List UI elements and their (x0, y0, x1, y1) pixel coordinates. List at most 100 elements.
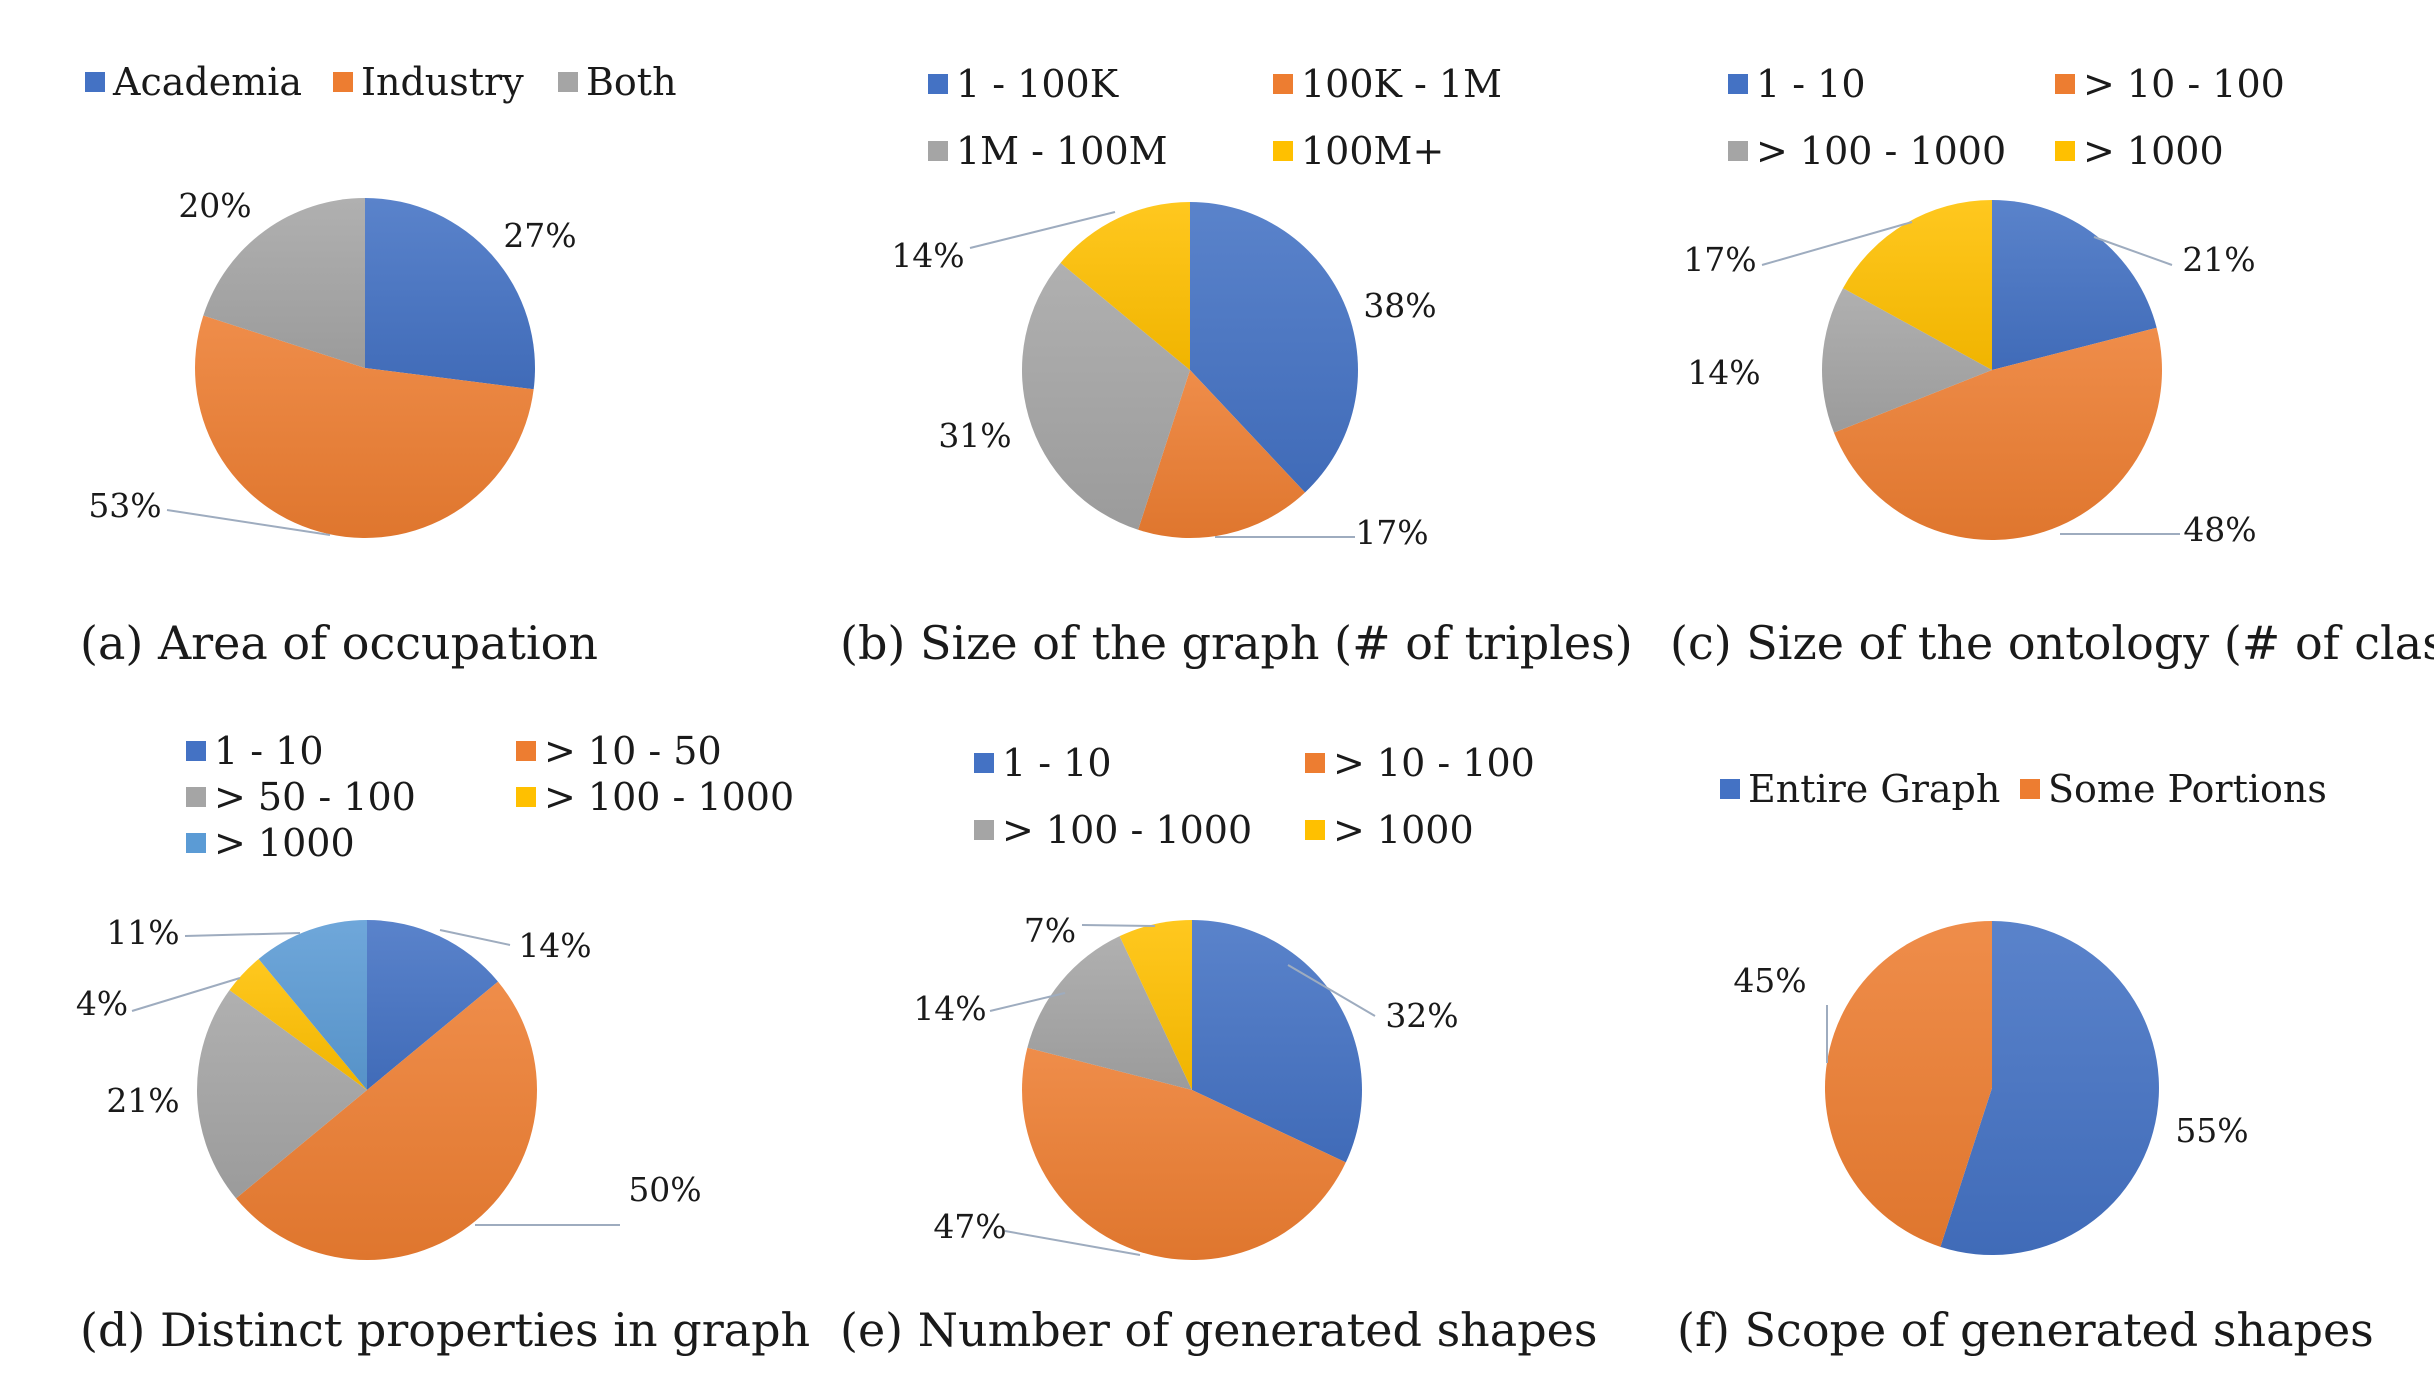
legend-item-some-portions: Some Portions (2020, 767, 2327, 811)
legend-swatch-orange (1273, 74, 1293, 94)
data-label: 14% (913, 989, 986, 1028)
legend-item-industry: Industry (333, 60, 524, 104)
legend-swatch-gray (186, 787, 206, 807)
leader-line (131, 977, 241, 1012)
data-label: 7% (1024, 911, 1076, 950)
leader-line (1287, 964, 1376, 1017)
pie-slice-academia (365, 198, 536, 390)
data-label: 45% (1733, 961, 1806, 1000)
legend-item-1-10: 1 - 10 (1728, 62, 1866, 106)
pie-slice-entire-graph (1940, 921, 2159, 1255)
pie-chart-b: 38% 17% 31% 14% (891, 202, 1437, 552)
legend-item-both: Both (558, 60, 677, 104)
data-label: 14% (518, 926, 591, 965)
legend-label: > 50 - 100 (214, 775, 416, 819)
data-label: 17% (1355, 513, 1428, 552)
legend-label: 1M - 100M (956, 129, 1168, 173)
data-label: 14% (1687, 353, 1760, 392)
data-label: 21% (2182, 240, 2255, 279)
legend-swatch-orange (2055, 74, 2075, 94)
chart-panel-b: 1 - 100K 100K - 1M 1M - 100M 100M+ 38% 17… (810, 0, 1633, 693)
legend-item-over-1000: > 1000 (1305, 808, 1474, 852)
legend-label: Both (586, 60, 677, 104)
legend-swatch-blue (974, 753, 994, 773)
chart-panel-d: 1 - 10 > 10 - 50 > 50 - 100 > 100 - 1000… (0, 693, 810, 1386)
pie-chart-a: 27% 53% 20% (88, 186, 577, 538)
legend-label: Academia (113, 60, 303, 104)
data-label: 38% (1363, 286, 1436, 325)
legend-item-over-1000: > 1000 (2055, 129, 2224, 173)
pie-slice-1-10 (1192, 920, 1362, 1163)
legend-swatch-gray (974, 820, 994, 840)
legend-swatch-yellow (1305, 820, 1325, 840)
legend-label: 100K - 1M (1301, 62, 1503, 106)
legend-label: > 1000 (214, 821, 355, 865)
caption-c: (c) Size of the ontology (# of classes) (1670, 616, 2434, 670)
legend-swatch-blue (85, 72, 105, 92)
legend-swatch-orange (516, 741, 536, 761)
data-label: 32% (1385, 996, 1458, 1035)
legend-item-100-1000: > 100 - 1000 (516, 775, 794, 819)
pie-slice-both (203, 198, 365, 368)
legend-label: Industry (361, 60, 524, 104)
legend-item-1-10: 1 - 10 (974, 741, 1112, 785)
legend-item-100-1000: > 100 - 1000 (1728, 129, 2006, 173)
legend-item-10-100: > 10 - 100 (1305, 741, 1535, 785)
legend-swatch-gray (1728, 141, 1748, 161)
leader-line (439, 929, 511, 946)
data-label: 31% (938, 416, 1011, 455)
legend-swatch-blue (1728, 74, 1748, 94)
pie-slice-10-50 (236, 981, 538, 1261)
pie-slice-100-1000 (1027, 936, 1192, 1090)
legend-label: 100M+ (1301, 129, 1445, 173)
legend-label: 1 - 100K (956, 62, 1119, 106)
data-label: 14% (891, 236, 964, 275)
leader-line (969, 211, 1116, 249)
legend-label: Entire Graph (1748, 767, 2001, 811)
data-label: 20% (178, 186, 251, 225)
legend-swatch-lightblue (186, 833, 206, 853)
legend-label: > 100 - 1000 (1002, 808, 1253, 852)
caption-f: (f) Scope of generated shapes (1677, 1303, 2374, 1357)
legend-item-over-1000: > 1000 (186, 821, 355, 865)
legend-label: 1 - 10 (1002, 741, 1112, 785)
pie-slice-1000 (1843, 200, 1992, 370)
legend-label: 1 - 10 (1756, 62, 1866, 106)
chart-panel-c: 1 - 10 > 10 - 100 > 100 - 1000 > 1000 21… (1622, 0, 2434, 693)
caption-a: (a) Area of occupation (80, 616, 598, 670)
pie-slice-1m-100m (1021, 262, 1190, 530)
legend-swatch-blue (186, 741, 206, 761)
legend-swatch-orange (2020, 779, 2040, 799)
pie-slice-some-portions (1824, 921, 1992, 1247)
pie-slice-100-1000 (1822, 288, 1992, 433)
pie-slice-1-10 (367, 920, 498, 1090)
legend-label: > 100 - 1000 (1756, 129, 2007, 173)
legend-swatch-blue (928, 74, 948, 94)
caption-e: (e) Number of generated shapes (840, 1303, 1598, 1357)
pie-chart-f: 55% 45% (1733, 921, 2249, 1255)
chart-panel-a: Academia Industry Both 27% 53% 20% (a) Are… (0, 0, 810, 693)
leader-line (184, 932, 301, 937)
data-label: 4% (76, 984, 128, 1023)
caption-b: (b) Size of the graph (# of triples) (840, 616, 1633, 670)
pie-slice-1-100k (1190, 202, 1358, 493)
legend-label: 1 - 10 (214, 729, 324, 773)
legend-item-1-10: 1 - 10 (186, 729, 324, 773)
pie-chart-d: 14% 50% 21% 4% 11% (76, 913, 702, 1261)
chart-panel-e: 1 - 10 > 10 - 100 > 100 - 1000 > 1000 32… (810, 693, 1622, 1386)
pie-chart-e: 32% 47% 14% 7% (913, 911, 1459, 1260)
data-label: 47% (933, 1207, 1006, 1246)
legend-swatch-yellow (516, 787, 536, 807)
legend-item-10-50: > 10 - 50 (516, 729, 722, 773)
legend-item-10-100: > 10 - 100 (2055, 62, 2285, 106)
pie-slice-1000 (258, 920, 367, 1090)
legend-item-50-100: > 50 - 100 (186, 775, 416, 819)
legend-item-100-1000: > 100 - 1000 (974, 808, 1252, 852)
legend-item-1-100k: 1 - 100K (928, 62, 1118, 106)
pie-chart-c: 21% 48% 14% 17% (1683, 200, 2257, 549)
legend-swatch-blue (1720, 779, 1740, 799)
leader-line (2093, 236, 2173, 266)
data-label: 53% (88, 486, 161, 525)
legend-swatch-gray (558, 72, 578, 92)
legend-swatch-gray (928, 141, 948, 161)
